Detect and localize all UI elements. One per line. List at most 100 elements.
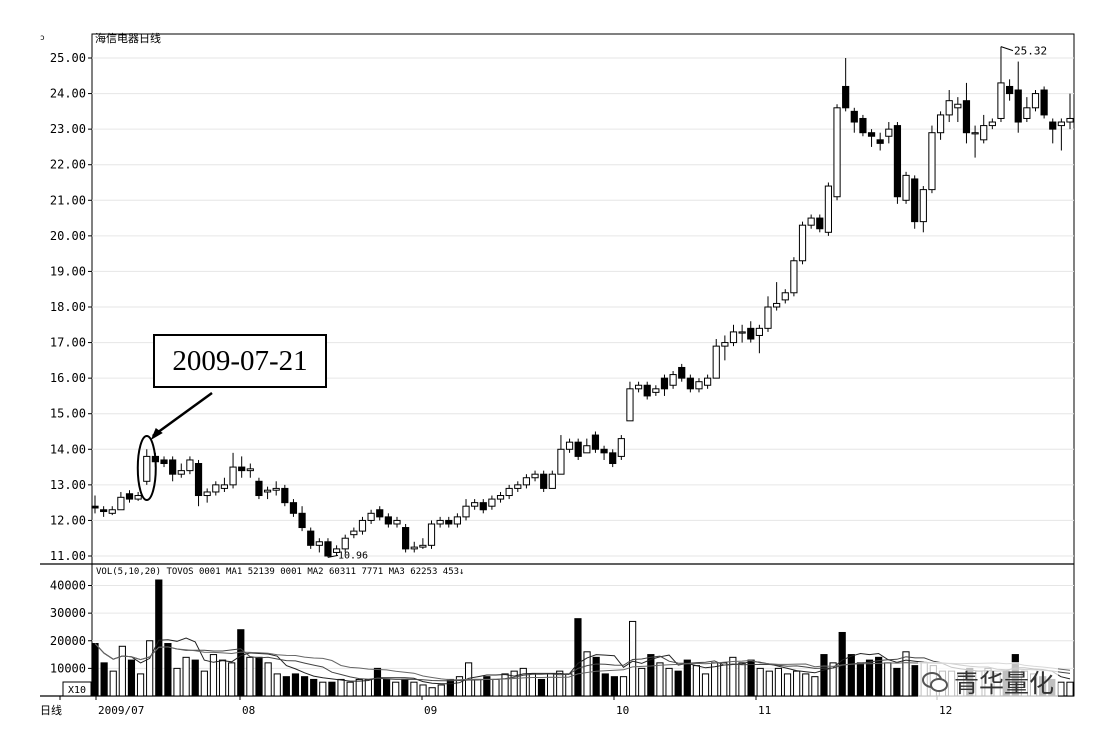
candle-body [445, 519, 453, 525]
candle-body [272, 487, 280, 491]
price-tick-label: 17.00 [50, 336, 86, 350]
volume-bar [446, 678, 454, 697]
candle-body [1057, 121, 1065, 127]
volume-bar [638, 667, 646, 697]
x-axis-label: 12 [939, 704, 952, 717]
candle-body [298, 512, 306, 529]
volume-bar [556, 670, 564, 697]
candle-body [859, 117, 867, 134]
candle-body [660, 377, 669, 390]
price-tick-label: 20.00 [50, 229, 86, 243]
volume-bar [264, 662, 272, 697]
candle-body [807, 217, 815, 226]
volume-bar [829, 662, 837, 697]
candle-body [773, 302, 781, 308]
candle-body [410, 546, 418, 550]
candle-body [186, 459, 194, 472]
volume-bar [146, 640, 154, 697]
volume-bar [282, 676, 290, 697]
price-tick-label: 21.00 [50, 193, 86, 207]
candle-body [816, 217, 824, 230]
price-tick-label: 16.00 [50, 371, 86, 385]
price-tick-label: 11.00 [50, 549, 86, 563]
candle-body [669, 374, 677, 386]
volume-bar [847, 654, 855, 697]
volume-bar [191, 659, 199, 697]
volume-bar [656, 662, 664, 697]
unit-box [62, 681, 92, 697]
candle-body [643, 384, 651, 397]
candle-body [160, 459, 168, 465]
candle-body [341, 537, 349, 550]
candle-body [721, 342, 729, 347]
candle-body [471, 502, 479, 507]
candle-body [384, 516, 392, 525]
candle-body [997, 82, 1005, 119]
volume-bar [692, 665, 701, 697]
x-axis-label: 11 [758, 704, 771, 717]
volume-bar [884, 662, 892, 697]
low-label: 10.96 [338, 550, 368, 561]
candle-body [833, 107, 841, 198]
candle-body [203, 491, 211, 497]
volume-bar [474, 678, 482, 697]
candle-body [255, 480, 263, 497]
candle-body [781, 292, 789, 301]
candle-body [574, 441, 582, 457]
candle-body [1066, 117, 1074, 123]
price-tick-label: 25.00 [50, 51, 86, 65]
candle-body [194, 463, 203, 497]
date-callout: 2009-07-21 [153, 334, 327, 388]
candle-body [436, 519, 444, 525]
callout-arrow [152, 391, 213, 438]
candle-body [419, 544, 427, 548]
candle-body [634, 384, 643, 390]
volume-bar [647, 654, 655, 697]
candle-body [453, 516, 461, 525]
candle-body [712, 345, 720, 379]
volume-bar [118, 645, 126, 697]
volume-bar [136, 673, 145, 697]
candle-body [263, 489, 272, 493]
volume-bar [610, 676, 618, 697]
x-axis-label: 2009/07 [98, 704, 144, 717]
volume-bar [802, 673, 810, 697]
candle-body [307, 530, 315, 546]
volume-bar [173, 667, 181, 697]
candle-body [798, 224, 807, 262]
volume-tick-label: 30000 [50, 606, 86, 620]
candle-body [695, 381, 703, 390]
callout-arrowhead [150, 428, 163, 440]
volume-bar [319, 681, 327, 697]
candle-body [376, 509, 384, 518]
candle-body [212, 484, 220, 493]
candle-body [885, 128, 893, 137]
candle-body [747, 327, 755, 340]
volume-bar [629, 620, 637, 697]
candle-body [919, 189, 927, 223]
high-pointer [1000, 46, 1014, 52]
candle-body [108, 509, 116, 514]
price-tick-label: 24.00 [50, 87, 86, 101]
watermark: 青华量化 [918, 662, 1059, 702]
chart-title: 海信电器日线 [95, 31, 161, 45]
volume-bar [401, 678, 409, 697]
volume-bar [756, 667, 764, 697]
candle-body [315, 541, 323, 546]
volume-bar [310, 678, 318, 697]
candle-body [609, 452, 617, 465]
candle-body [1023, 107, 1031, 119]
candle-body [548, 473, 556, 489]
volume-bar [674, 670, 682, 697]
callout-text: 2009-07-21 [172, 344, 308, 377]
volume-tick-label: 40000 [50, 579, 86, 593]
candle-body [514, 484, 522, 489]
candle-body [626, 388, 634, 422]
volume-bar [255, 656, 263, 697]
candle-body [790, 260, 798, 294]
volume-bar [337, 678, 345, 697]
candle-body [867, 132, 876, 137]
volume-bar [893, 667, 901, 697]
x-axis-label: 日线 [40, 703, 62, 717]
candle-body [402, 527, 410, 550]
